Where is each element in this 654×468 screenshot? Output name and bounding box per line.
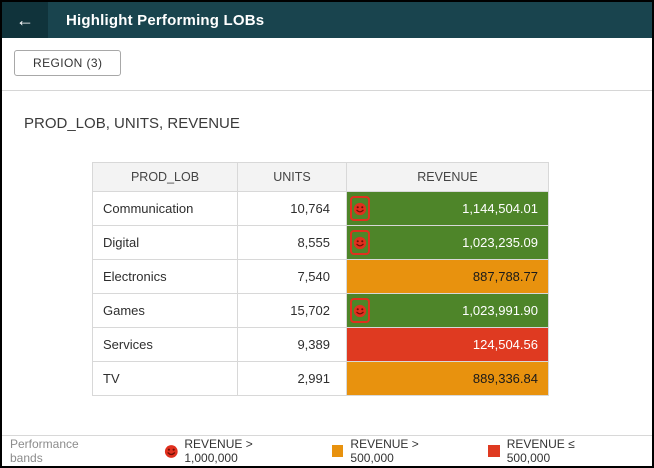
performance-bands-legend: Performance bands REVENUE > 1,000,000 RE…	[2, 435, 652, 466]
back-arrow-icon: ←	[16, 9, 34, 30]
back-button[interactable]: ←	[2, 2, 48, 38]
units-cell[interactable]: 15,702	[237, 293, 347, 328]
filter-toolbar: REGION (3)	[2, 38, 652, 91]
lob-cell[interactable]: Electronics	[92, 259, 238, 294]
icon-highlight-box	[350, 196, 370, 221]
smiley-icon	[164, 444, 178, 458]
table-row[interactable]: Services 9,389 124,504.56	[92, 327, 549, 362]
revenue-band: 1,023,991.90	[347, 294, 548, 327]
orange-swatch-icon	[331, 445, 344, 457]
legend-label: REVENUE ≤ 500,000	[506, 437, 575, 465]
app-header: ← Highlight Performing LOBs	[2, 2, 652, 38]
revenue-value: 889,336.84	[472, 371, 538, 386]
lob-cell[interactable]: Services	[92, 327, 238, 362]
visualization-title: PROD_LOB, UNITS, REVENUE	[24, 115, 240, 132]
lob-cell[interactable]: Digital	[92, 225, 238, 260]
revenue-value: 1,144,504.01	[462, 201, 538, 216]
legend-label: REVENUE > 500,000	[350, 437, 419, 465]
legend-label: REVENUE > 1,000,000	[184, 437, 253, 465]
table-row[interactable]: Games 15,702	[92, 293, 549, 328]
column-header-revenue[interactable]: REVENUE	[346, 162, 549, 192]
units-cell[interactable]: 2,991	[237, 361, 347, 396]
revenue-cell[interactable]: 1,023,235.09	[346, 225, 549, 260]
table-header-row: PROD_LOB UNITS REVENUE	[92, 162, 549, 192]
lob-cell[interactable]: TV	[92, 361, 238, 396]
smiley-icon	[353, 236, 367, 249]
revenue-value: 1,023,235.09	[462, 235, 538, 250]
data-table: PROD_LOB UNITS REVENUE Communication 10,…	[92, 162, 549, 396]
legend-title: Performance bands	[10, 437, 79, 465]
icon-highlight-box	[350, 230, 370, 255]
lob-cell[interactable]: Communication	[92, 191, 238, 226]
page-title: Highlight Performing LOBs	[66, 11, 265, 29]
column-header-units[interactable]: UNITS	[237, 162, 347, 192]
table-row[interactable]: Digital 8,555	[92, 225, 549, 260]
revenue-cell[interactable]: 887,788.77	[346, 259, 549, 294]
region-filter-button[interactable]: REGION (3)	[14, 50, 122, 76]
units-cell[interactable]: 9,389	[237, 327, 347, 362]
revenue-value: 124,504.56	[472, 337, 538, 352]
legend-item-high: REVENUE > 1,000,000	[164, 437, 306, 465]
units-cell[interactable]: 7,540	[237, 259, 347, 294]
red-swatch-icon	[488, 445, 500, 457]
revenue-value: 1,023,991.90	[462, 303, 538, 318]
revenue-cell[interactable]: 1,023,991.90	[346, 293, 549, 328]
units-cell[interactable]: 10,764	[237, 191, 347, 226]
legend-item-low: REVENUE ≤ 500,000	[488, 437, 618, 465]
table-row[interactable]: Electronics 7,540 887,788.77	[92, 259, 549, 294]
revenue-band: 124,504.56	[347, 328, 548, 361]
smiley-icon	[353, 304, 367, 317]
revenue-value: 887,788.77	[472, 269, 538, 284]
revenue-band: 887,788.77	[347, 260, 548, 293]
revenue-cell[interactable]: 124,504.56	[346, 327, 549, 362]
canvas: PROD_LOB, UNITS, REVENUE PROD_LOB UNITS …	[2, 91, 652, 435]
revenue-band: 889,336.84	[347, 362, 548, 395]
icon-highlight-box	[350, 298, 370, 323]
table-row[interactable]: Communication 10,764	[92, 191, 549, 226]
legend-item-mid: REVENUE > 500,000	[331, 437, 462, 465]
lob-cell[interactable]: Games	[92, 293, 238, 328]
smiley-icon	[353, 202, 367, 215]
revenue-cell[interactable]: 1,144,504.01	[346, 191, 549, 226]
revenue-cell[interactable]: 889,336.84	[346, 361, 549, 396]
units-cell[interactable]: 8,555	[237, 225, 347, 260]
column-header-prod-lob[interactable]: PROD_LOB	[92, 162, 238, 192]
revenue-band: 1,144,504.01	[347, 192, 548, 225]
revenue-band: 1,023,235.09	[347, 226, 548, 259]
table-row[interactable]: TV 2,991 889,336.84	[92, 361, 549, 396]
